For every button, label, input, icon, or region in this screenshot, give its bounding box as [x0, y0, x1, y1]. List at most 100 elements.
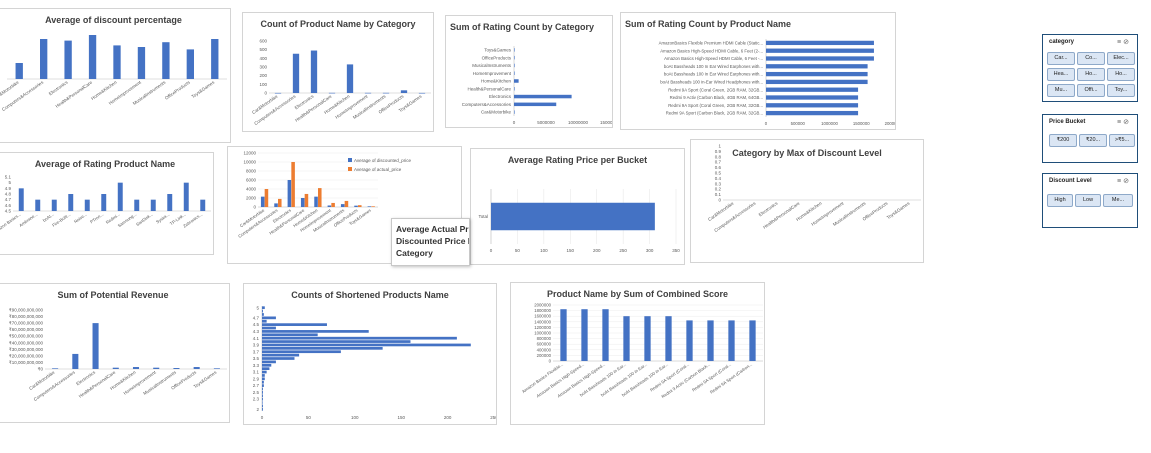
- chart-count-by-category[interactable]: Count of Product Name by Category 0 100 20…: [242, 12, 434, 132]
- bar: [262, 407, 263, 411]
- chart-shortened-products[interactable]: Counts of Shortened Products Name 0 50 100…: [243, 283, 497, 425]
- bar: [514, 48, 515, 52]
- y-tick-label: 200: [259, 73, 267, 78]
- y-tick-label: 0.4: [715, 176, 722, 181]
- slicer-button[interactable]: >₹5...: [1109, 134, 1135, 147]
- bar: [262, 401, 263, 404]
- chart-title: Counts of Shortened Products Name: [291, 290, 449, 300]
- slicer-button[interactable]: Toy...: [1107, 84, 1135, 97]
- slicer-header: Discount Level: [1049, 178, 1092, 184]
- y-tick-label: AmazonBasics Flexible Premium HDMI Cable…: [659, 41, 763, 46]
- bar: [291, 162, 295, 207]
- x-tick-label: 250: [619, 248, 627, 253]
- bar: [134, 199, 140, 211]
- chart-max-discount-level[interactable]: Category by Max of Discount Level 0 0.1 0.…: [690, 139, 924, 263]
- slicer-price-bucket[interactable]: Price Bucket ≡⊘ ₹200 ₹20... >₹5...: [1042, 114, 1138, 163]
- y-tick-label: OfficeProducts: [482, 55, 512, 60]
- legend-swatch: [348, 158, 352, 162]
- y-tick-label: 8000: [246, 169, 257, 174]
- y-tick-label: Amazon Basics High-Speed HDMI Cable, 6 F…: [660, 48, 763, 53]
- slicer-button[interactable]: Car...: [1047, 52, 1075, 65]
- clear-filter-icon[interactable]: ⊘: [1123, 178, 1131, 185]
- slicer-button[interactable]: Low: [1075, 194, 1101, 207]
- y-tick-label: 0.2: [715, 187, 722, 192]
- chart-discount-percentage[interactable]: Average of discount percentage Car&Motor…: [0, 8, 231, 143]
- x-tick-label: PTron...: [89, 212, 104, 225]
- bar: [327, 205, 332, 207]
- slicer-button[interactable]: ₹200: [1049, 134, 1077, 147]
- bar: [262, 397, 263, 401]
- bar: [40, 39, 48, 79]
- slicer-button[interactable]: ₹20...: [1079, 134, 1107, 147]
- bar: [644, 316, 651, 361]
- y-tick-label: 0.7: [715, 160, 722, 165]
- bar: [262, 350, 341, 354]
- y-tick-label: 800000: [537, 336, 552, 341]
- bar: [344, 200, 349, 207]
- y-tick-label: 3.9: [253, 343, 260, 348]
- bar: [418, 92, 426, 94]
- chart-title: Category by Max of Discount Level: [732, 148, 882, 158]
- y-tick-label: 4000: [246, 187, 257, 192]
- multi-select-icon[interactable]: ≡: [1117, 178, 1124, 185]
- bar: [766, 48, 874, 53]
- bar: [132, 367, 140, 369]
- x-tick-label: 200: [593, 248, 601, 253]
- slicer-button[interactable]: Mu...: [1047, 84, 1075, 97]
- bar: [766, 56, 874, 61]
- slicer-button[interactable]: Offi...: [1077, 84, 1105, 97]
- bar: [287, 180, 292, 207]
- bar: [262, 387, 263, 391]
- slicer-button[interactable]: Me...: [1103, 194, 1133, 207]
- chart-title: Sum of Potential Revenue: [57, 290, 169, 300]
- clear-filter-icon[interactable]: ⊘: [1123, 39, 1131, 46]
- y-tick-label: 3.5: [253, 356, 260, 361]
- chart-title: Average Rating Price per Bucket: [507, 155, 648, 165]
- bar: [491, 202, 655, 231]
- slicer-button[interactable]: Elec...: [1107, 52, 1135, 65]
- bar: [211, 39, 219, 79]
- slicer-button[interactable]: Hea...: [1047, 68, 1075, 81]
- chart-average-rating-product[interactable]: Average of Rating Product Name 4.5 4.6 4.7…: [0, 152, 214, 255]
- bar: [310, 50, 318, 93]
- clear-filter-icon[interactable]: ⊘: [1123, 119, 1131, 126]
- slicer-button[interactable]: High: [1047, 194, 1073, 207]
- price-chart-title-box[interactable]: Average Actual Price vs Discounted Price…: [391, 218, 470, 266]
- x-tick-label: Fire-Boltt...: [51, 212, 71, 228]
- chart-potential-revenue[interactable]: Sum of Potential Revenue ₹0 ₹10,000,000,0…: [0, 283, 230, 423]
- chart-rating-by-product[interactable]: Sum of Rating Count by Product Name 0 500…: [620, 12, 896, 130]
- x-tick-label: 300: [646, 248, 654, 253]
- x-tick-label: 15000000: [600, 120, 613, 125]
- legend-label: Average of discounted_price: [354, 158, 411, 163]
- x-tick-label: 500000: [791, 121, 806, 126]
- bar: [35, 199, 41, 211]
- y-tick-label: 0.9: [715, 149, 722, 154]
- bar: [304, 193, 309, 207]
- slicer-button[interactable]: Ho...: [1107, 68, 1135, 81]
- bar: [101, 194, 107, 211]
- bar: [262, 313, 264, 316]
- bar: [262, 316, 276, 320]
- bar: [262, 343, 471, 347]
- bar: [514, 71, 515, 75]
- y-tick-label: 0.6: [715, 165, 722, 170]
- chart-rating-price-bucket[interactable]: Average Rating Price per Bucket 0 50 100 15…: [470, 148, 685, 265]
- x-tick-label: Ambrane...: [18, 212, 38, 228]
- bar: [328, 92, 336, 94]
- y-tick-label: 600: [259, 39, 267, 44]
- slicer-category[interactable]: category ≡⊘ Car... Co... Elec... Hea... …: [1042, 34, 1138, 102]
- bar: [400, 90, 408, 93]
- multi-select-icon[interactable]: ≡: [1117, 119, 1124, 126]
- bar: [262, 336, 457, 340]
- multi-select-icon[interactable]: ≡: [1117, 39, 1124, 46]
- y-tick-label: 1200000: [534, 325, 551, 330]
- slicer-button[interactable]: Ho...: [1077, 68, 1105, 81]
- bar: [331, 202, 335, 207]
- chart-rating-by-category[interactable]: Sum of Rating Count by Category 0 5000000…: [445, 15, 613, 128]
- y-tick-label: 5: [8, 180, 11, 185]
- slicer-button[interactable]: Co...: [1077, 52, 1105, 65]
- x-tick-label: 1500000: [853, 121, 870, 126]
- slicer-discount-level[interactable]: Discount Level ≡⊘ High Low Me...: [1042, 173, 1138, 228]
